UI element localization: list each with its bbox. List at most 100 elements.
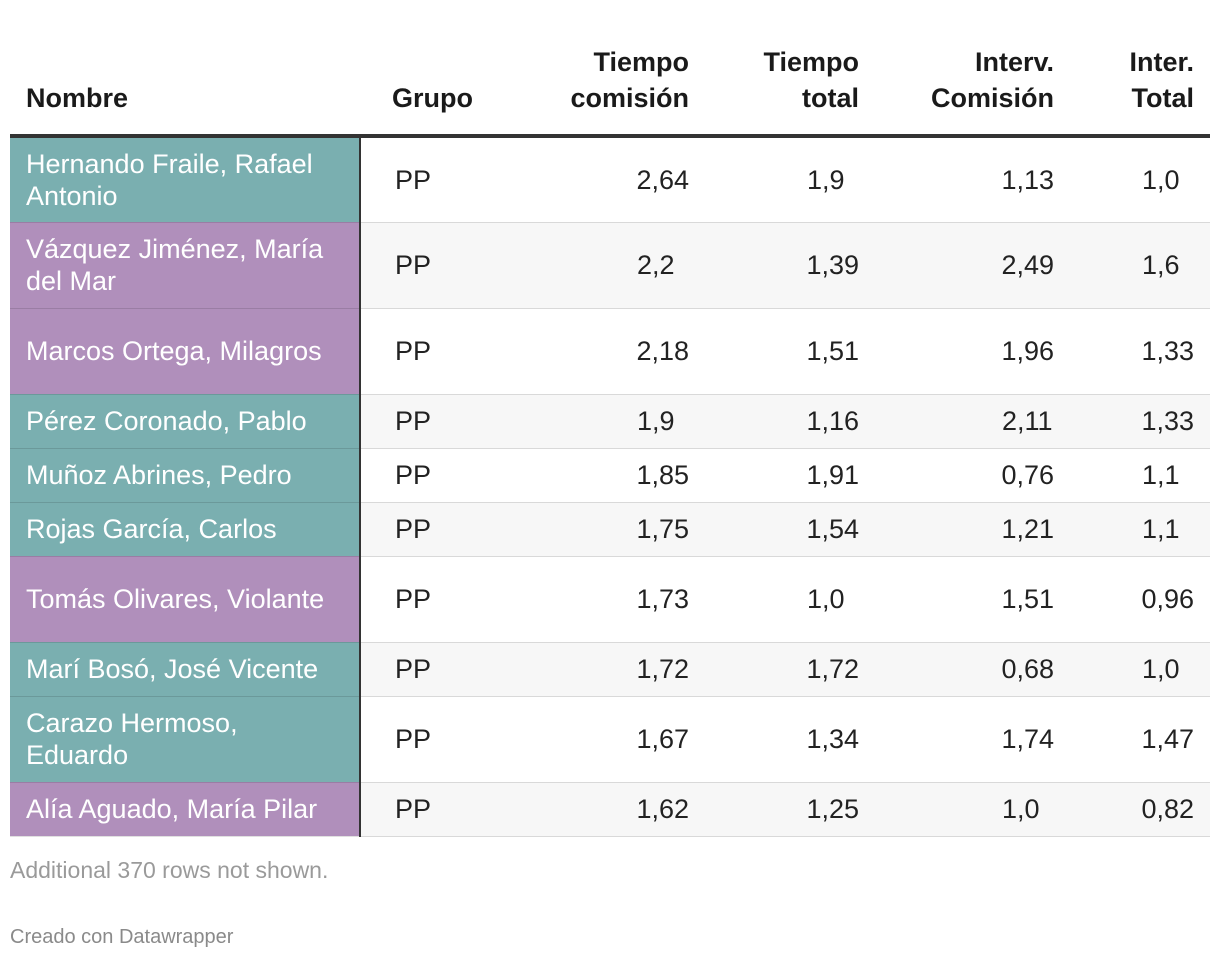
tiempo-total-cell: 1,54 bbox=[705, 502, 875, 557]
tiempo-total-cell: 1,51 bbox=[705, 308, 875, 395]
row-name: Alía Aguado, María Pilar bbox=[26, 794, 318, 824]
name-cell: Muñoz Abrines, Pedro bbox=[10, 448, 361, 503]
inter-total-cell: 1,33 bbox=[1070, 308, 1210, 395]
table-row: Marí Bosó, José Vicente PP 1,72 1,72 0,6… bbox=[10, 642, 1210, 697]
interv-comision-value: 1,0 bbox=[1002, 794, 1040, 824]
tiempo-comision-value: 1,62 bbox=[636, 794, 689, 824]
tiempo-comision-cell: 1,9 bbox=[535, 394, 705, 449]
header-interv-comision[interactable]: Interv. Comisión bbox=[875, 0, 1070, 138]
name-cell: Hernando Fraile, Rafael Antonio bbox=[10, 136, 361, 223]
tiempo-total-value: 1,54 bbox=[806, 514, 859, 544]
interv-comision-value: 1,74 bbox=[1001, 724, 1054, 754]
grupo-cell: PP bbox=[360, 782, 535, 837]
tiempo-comision-value: 2,18 bbox=[636, 336, 689, 366]
tiempo-total-cell: 1,34 bbox=[705, 696, 875, 783]
tiempo-total-value: 1,51 bbox=[806, 336, 859, 366]
tiempo-total-value: 1,25 bbox=[806, 794, 859, 824]
tiempo-comision-cell: 2,64 bbox=[535, 136, 705, 223]
inter-total-cell: 1,33 bbox=[1070, 394, 1210, 449]
header-tiempo-total[interactable]: Tiempo total bbox=[705, 0, 875, 138]
row-name: Tomás Olivares, Violante bbox=[26, 584, 325, 614]
interv-comision-value: 0,68 bbox=[1001, 654, 1054, 684]
interv-comision-cell: 1,51 bbox=[875, 556, 1070, 643]
interv-comision-value: 2,11 bbox=[1002, 406, 1053, 436]
tiempo-comision-value: 2,64 bbox=[636, 164, 689, 195]
interv-comision-cell: 1,74 bbox=[875, 696, 1070, 783]
tiempo-comision-value: 1,67 bbox=[636, 724, 689, 754]
table-row: Hernando Fraile, Rafael Antonio PP 2,64 … bbox=[10, 136, 1210, 223]
table-row: Pérez Coronado, Pablo PP 1,9 1,16 2,11 1… bbox=[10, 394, 1210, 449]
grupo-cell: PP bbox=[360, 556, 535, 643]
tiempo-comision-cell: 1,85 bbox=[535, 448, 705, 503]
tiempo-comision-value: 1,75 bbox=[636, 514, 689, 544]
header-inter-total-line2: Total bbox=[1131, 83, 1195, 113]
table-row: Tomás Olivares, Violante PP 1,73 1,0 1,5… bbox=[10, 556, 1210, 643]
inter-total-value: 1,0 bbox=[1142, 164, 1180, 195]
header-grupo-label: Grupo bbox=[392, 83, 473, 113]
tiempo-comision-value: 1,73 bbox=[636, 584, 689, 614]
interv-comision-cell: 1,21 bbox=[875, 502, 1070, 557]
tiempo-comision-cell: 1,67 bbox=[535, 696, 705, 783]
name-cell: Rojas García, Carlos bbox=[10, 502, 361, 557]
inter-total-value: 1,1 bbox=[1142, 514, 1180, 544]
tiempo-total-value: 1,72 bbox=[806, 654, 859, 684]
interv-comision-cell: 0,76 bbox=[875, 448, 1070, 503]
row-name: Rojas García, Carlos bbox=[26, 514, 277, 544]
tiempo-comision-value: 1,72 bbox=[636, 654, 689, 684]
interv-comision-cell: 1,0 bbox=[875, 782, 1070, 837]
grupo-cell: PP bbox=[360, 222, 535, 309]
tiempo-comision-value: 1,9 bbox=[637, 406, 675, 436]
tiempo-total-value: 1,39 bbox=[806, 250, 859, 280]
name-cell: Vázquez Jiménez, María del Mar bbox=[10, 222, 361, 309]
inter-total-cell: 1,47 bbox=[1070, 696, 1210, 783]
row-name: Carazo Hermoso, Eduardo bbox=[26, 708, 238, 770]
inter-total-cell: 0,96 bbox=[1070, 556, 1210, 643]
header-interv-comision-line1: Interv. bbox=[974, 47, 1054, 77]
tiempo-total-cell: 1,16 bbox=[705, 394, 875, 449]
table-row: Vázquez Jiménez, María del Mar PP 2,2 1,… bbox=[10, 222, 1210, 309]
header-tiempo-comision-line1: Tiempo bbox=[593, 47, 689, 77]
table-header-row: Nombre Grupo Tiempo comisión Tiempo total … bbox=[10, 0, 1210, 138]
inter-total-value: 1,0 bbox=[1142, 654, 1180, 684]
tiempo-comision-cell: 2,2 bbox=[535, 222, 705, 309]
interv-comision-cell: 1,13 bbox=[875, 136, 1070, 223]
inter-total-cell: 1,6 bbox=[1070, 222, 1210, 309]
header-grupo[interactable]: Grupo bbox=[360, 0, 535, 138]
name-cell: Carazo Hermoso, Eduardo bbox=[10, 696, 361, 783]
datawrapper-credit[interactable]: Creado con Datawrapper bbox=[10, 926, 234, 948]
row-name: Marcos Ortega, Milagros bbox=[26, 336, 322, 366]
tiempo-total-value: 1,91 bbox=[806, 460, 859, 490]
header-tiempo-comision[interactable]: Tiempo comisión bbox=[535, 0, 705, 138]
name-cell: Pérez Coronado, Pablo bbox=[10, 394, 361, 449]
grupo-cell: PP bbox=[360, 696, 535, 783]
inter-total-value: 1,33 bbox=[1141, 336, 1194, 366]
inter-total-value: 1,47 bbox=[1141, 724, 1194, 754]
tiempo-total-cell: 1,25 bbox=[705, 782, 875, 837]
header-nombre-label: Nombre bbox=[26, 83, 129, 113]
tiempo-comision-value: 2,2 bbox=[637, 250, 675, 280]
inter-total-value: 0,82 bbox=[1141, 794, 1194, 824]
tiempo-comision-cell: 1,75 bbox=[535, 502, 705, 557]
inter-total-value: 1,33 bbox=[1141, 406, 1194, 436]
inter-total-cell: 1,1 bbox=[1070, 502, 1210, 557]
grupo-cell: PP bbox=[360, 308, 535, 395]
row-name: Hernando Fraile, Rafael Antonio bbox=[26, 148, 313, 211]
row-name: Vázquez Jiménez, María del Mar bbox=[26, 234, 324, 296]
inter-total-cell: 1,1 bbox=[1070, 448, 1210, 503]
tiempo-total-cell: 1,9 bbox=[705, 136, 875, 223]
row-name: Muñoz Abrines, Pedro bbox=[26, 460, 292, 490]
table-row: Alía Aguado, María Pilar PP 1,62 1,25 1,… bbox=[10, 782, 1210, 837]
header-inter-total[interactable]: Inter. Total bbox=[1070, 0, 1210, 138]
header-tiempo-total-line2: total bbox=[802, 83, 859, 113]
tiempo-comision-cell: 1,62 bbox=[535, 782, 705, 837]
name-cell: Tomás Olivares, Violante bbox=[10, 556, 361, 643]
inter-total-value: 0,96 bbox=[1141, 584, 1194, 614]
table-body: Hernando Fraile, Rafael Antonio PP 2,64 … bbox=[10, 136, 1210, 837]
grupo-cell: PP bbox=[360, 642, 535, 697]
row-name: Pérez Coronado, Pablo bbox=[26, 406, 307, 436]
table-row: Marcos Ortega, Milagros PP 2,18 1,51 1,9… bbox=[10, 308, 1210, 395]
rows-not-shown-note: Additional 370 rows not shown. bbox=[10, 857, 329, 883]
header-nombre[interactable]: Nombre bbox=[10, 0, 360, 138]
tiempo-total-value: 1,0 bbox=[807, 584, 845, 614]
inter-total-value: 1,1 bbox=[1142, 460, 1180, 490]
